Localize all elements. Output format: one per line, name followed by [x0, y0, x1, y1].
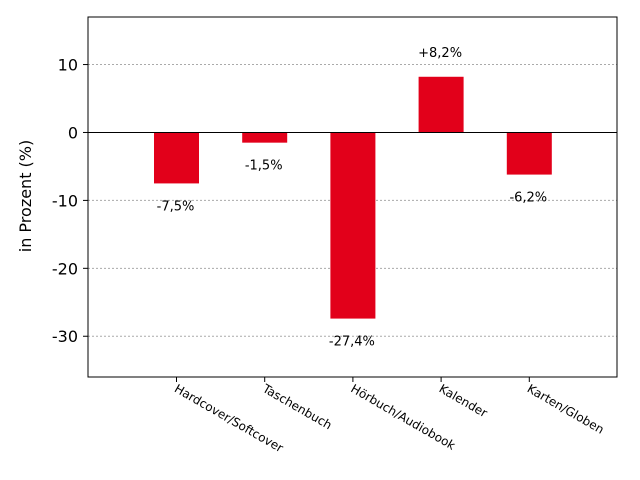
data-label: +8,2%	[418, 46, 462, 61]
x-tick-label: Kalender	[437, 381, 490, 420]
x-tick-label: Karten/Globen	[525, 381, 607, 436]
bar	[506, 132, 552, 175]
data-label: -6,2%	[509, 191, 547, 206]
y-tick-label: -10	[52, 191, 78, 210]
y-axis-title: in Prozent (%)	[16, 140, 35, 252]
data-labels: -7,5% -1,5% -27,4% +8,2% -6,2%	[157, 46, 548, 350]
data-label: -1,5%	[245, 159, 283, 174]
data-label: -27,4%	[329, 335, 375, 350]
x-tick-label: Taschenbuch	[259, 381, 334, 432]
bar	[154, 132, 199, 184]
y-axis-ticks: 10 0 -10 -20 -30	[52, 56, 88, 346]
y-tick-label: -20	[52, 259, 78, 278]
bars	[154, 76, 552, 319]
data-label: -7,5%	[157, 199, 195, 214]
y-tick-label: 0	[68, 123, 78, 142]
bar	[242, 132, 288, 143]
y-tick-label: -30	[52, 327, 78, 346]
y-tick-label: 10	[58, 56, 78, 75]
bar	[418, 76, 464, 133]
bar	[330, 132, 376, 319]
